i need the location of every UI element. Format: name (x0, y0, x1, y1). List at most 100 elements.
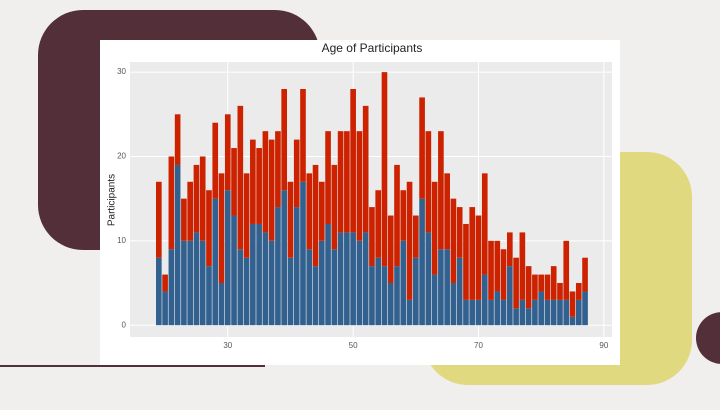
bar-segment (243, 257, 250, 326)
y-tick-label: 20 (117, 152, 126, 161)
bar-segment (425, 232, 432, 326)
bar-segment (325, 223, 331, 326)
bar-segment (174, 114, 181, 165)
bar-segment (181, 198, 187, 241)
bar-segment (481, 173, 488, 275)
bar-segment (181, 240, 187, 326)
bar-segment (450, 198, 457, 284)
bar-segment (550, 266, 557, 300)
bar-segment (450, 283, 457, 326)
bar-segment (475, 215, 482, 300)
bar-segment (381, 72, 388, 267)
bar-segment (168, 156, 175, 250)
bar-segment (318, 240, 325, 326)
bar-segment (456, 257, 463, 326)
bar-segment (582, 257, 588, 292)
bar-segment (275, 207, 281, 326)
y-tick-label: 30 (117, 67, 126, 76)
bar-segment (488, 299, 494, 326)
bar-segment (262, 232, 269, 326)
bar-segment (250, 139, 256, 224)
bar-segment (306, 249, 313, 326)
bar-segment (199, 156, 206, 241)
bar-segment (350, 232, 356, 326)
bar-segment (344, 131, 350, 233)
bar-segment (212, 198, 219, 326)
bar-segment (400, 240, 407, 326)
bar-segment (224, 190, 231, 326)
decor-circle (696, 312, 720, 364)
bar-segment (387, 215, 394, 284)
bar-segment (525, 266, 532, 309)
bar-segment (356, 131, 363, 241)
bar-segment (406, 181, 413, 300)
bar-segment (312, 266, 319, 326)
bar-segment (381, 266, 388, 326)
bar-segment (419, 97, 425, 199)
bar-segment (331, 249, 338, 326)
bar-segment (206, 266, 212, 326)
bar-segment (538, 274, 544, 292)
bar-segment (300, 181, 306, 326)
bar-segment (362, 232, 369, 326)
bar-segment (544, 299, 551, 326)
bar-segment (218, 173, 225, 284)
bar-segment (544, 274, 551, 300)
bar-segment (538, 291, 544, 326)
bar-segment (187, 240, 193, 326)
bar-segment (281, 190, 288, 326)
bar-segment (337, 232, 344, 326)
y-axis-label: Participants (107, 174, 118, 226)
bar-segment (287, 257, 294, 326)
bar-segment (212, 122, 219, 199)
y-tick-label: 0 (122, 320, 127, 329)
bar-segment (237, 105, 244, 250)
bar-segment (275, 131, 281, 208)
bar-segment (525, 308, 532, 326)
bar-segment (162, 274, 168, 292)
bar-segment (475, 299, 482, 326)
bar-segment (563, 299, 570, 326)
bar-segment (494, 291, 501, 326)
bar-segment (513, 308, 519, 326)
bar-segment (250, 223, 256, 326)
bar-segment (563, 240, 570, 300)
bar-segment (256, 148, 262, 224)
x-tick-label: 30 (223, 341, 232, 350)
bar-segment (174, 164, 181, 326)
bar-segment (456, 207, 463, 258)
bar-segment (557, 283, 563, 300)
bar-segment (463, 223, 469, 300)
bar-segment (375, 190, 382, 258)
bar-segment (488, 240, 494, 300)
bar-segment (344, 232, 350, 326)
bar-segment (550, 299, 557, 326)
chart-title: Age of Participants (322, 41, 423, 55)
bar-segment (444, 173, 450, 250)
bar-segment (419, 198, 425, 326)
bar-segment (406, 299, 413, 326)
bar-segment (469, 207, 476, 300)
bar-segment (162, 291, 168, 326)
bar-segment (362, 105, 369, 233)
x-tick-label: 50 (349, 341, 358, 350)
bar-segment (569, 316, 576, 326)
bar-segment (481, 274, 488, 326)
bar-segment (243, 173, 250, 258)
bar-segment (206, 190, 212, 267)
bar-segment (293, 207, 300, 326)
bar-segment (300, 88, 306, 182)
bar-segment (532, 274, 538, 300)
bar-segment (494, 240, 501, 292)
bar-segment (519, 299, 526, 326)
bar-segment (281, 88, 288, 191)
bar-segment (256, 223, 262, 326)
x-tick-label: 70 (474, 341, 483, 350)
bar-segment (268, 139, 275, 241)
bar-segment (412, 215, 419, 258)
bar-segment (387, 283, 394, 326)
bar-segment (507, 266, 513, 326)
bar-segment (287, 181, 294, 258)
bar-segment (500, 249, 507, 300)
